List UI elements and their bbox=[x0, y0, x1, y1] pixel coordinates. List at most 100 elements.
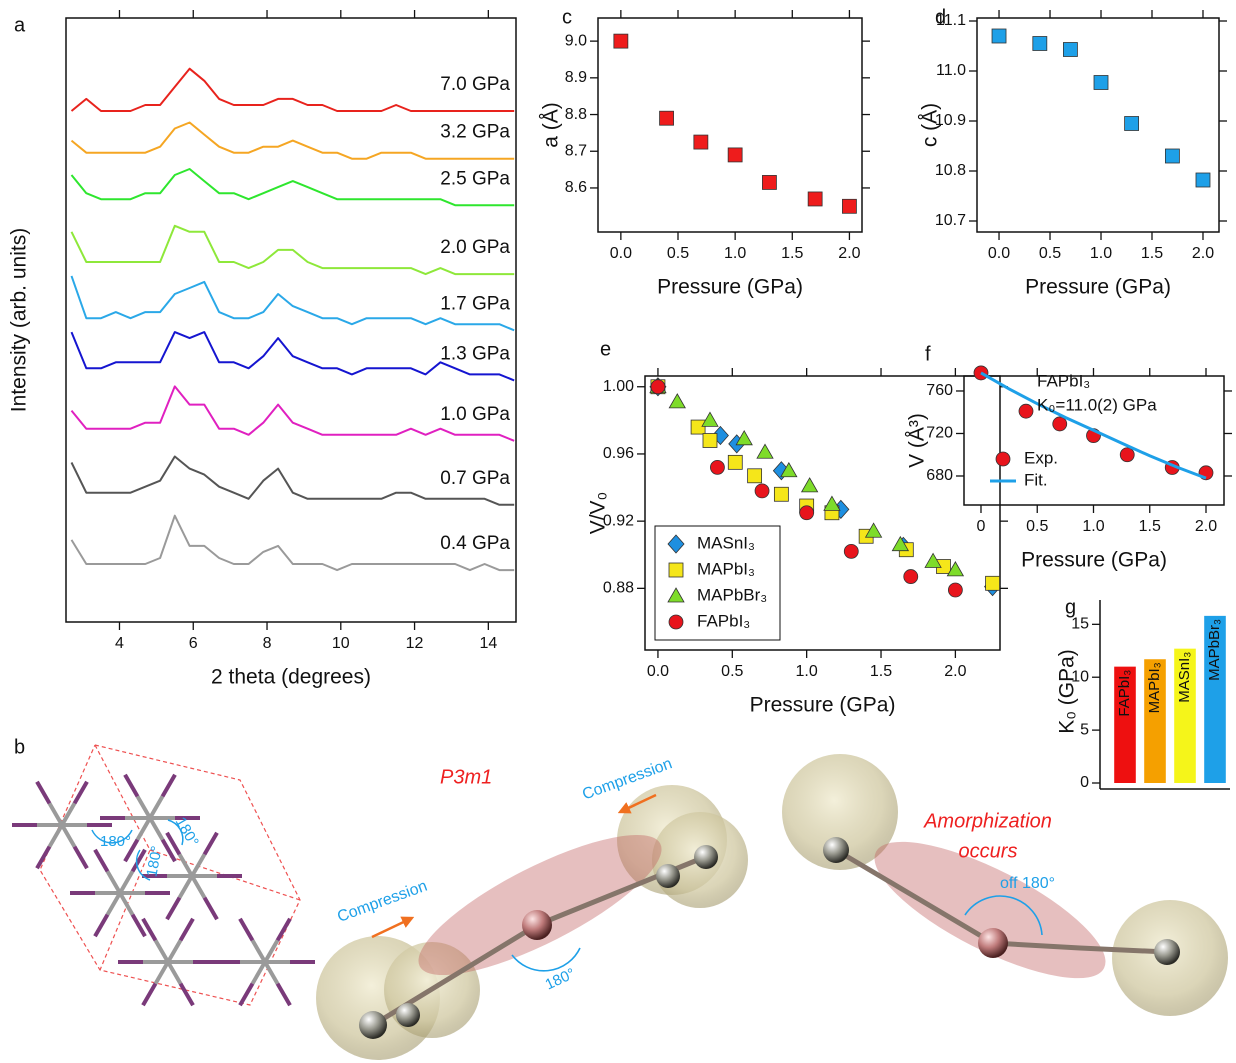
marker bbox=[1124, 116, 1140, 131]
y-tick-label: 10.8 bbox=[935, 162, 966, 179]
chart-panel: 0.0 0.5 1.0 1.5 2.0 0.88 0.92 0.96 1.00 Pressure … bbox=[587, 368, 1008, 717]
octahedron-bond bbox=[177, 874, 194, 899]
marker bbox=[735, 430, 753, 446]
series-label: 0.4 GPa bbox=[440, 533, 510, 554]
angle-arc bbox=[964, 895, 1043, 936]
y-tick-label: 9.0 bbox=[565, 32, 587, 49]
octahedron-bond bbox=[130, 848, 147, 873]
octahedron-bond bbox=[105, 891, 122, 916]
x-tick-label: 0.5 bbox=[721, 663, 743, 680]
cell-outline bbox=[39, 744, 301, 1006]
marker bbox=[991, 28, 1007, 44]
y-tick-label: 10.9 bbox=[935, 112, 966, 129]
octahedron-bond bbox=[35, 780, 52, 805]
y-tick-label: 10 bbox=[1071, 668, 1089, 685]
x-tick-label: 0.0 bbox=[610, 245, 632, 262]
marker bbox=[799, 505, 815, 521]
y-axis-label: Intensity (arb. units) bbox=[8, 228, 31, 412]
x-tick-label: 14 bbox=[479, 635, 497, 652]
y-axis-label: c (Å) bbox=[919, 103, 942, 147]
octahedron-bond bbox=[166, 960, 183, 985]
legend-label: FAPbI₃ bbox=[697, 611, 750, 630]
octahedron-bond bbox=[93, 913, 110, 938]
angle-arc bbox=[135, 849, 151, 881]
marker bbox=[693, 134, 709, 150]
bar bbox=[1204, 615, 1226, 783]
x-tick-label: 0.0 bbox=[647, 663, 669, 680]
legend-label: MAPbI₃ bbox=[697, 559, 755, 578]
y-axis-label: K₀ (GPa) bbox=[1056, 649, 1079, 734]
octahedron-bond bbox=[148, 816, 165, 841]
y-tick-label: 10.7 bbox=[935, 212, 966, 229]
panel-label: d bbox=[935, 6, 946, 28]
marker bbox=[1018, 403, 1034, 419]
marker bbox=[1164, 148, 1180, 164]
legend-label: MASnI₃ bbox=[697, 533, 755, 552]
fit-line bbox=[980, 371, 1207, 480]
y-tick-label: 5 bbox=[1080, 721, 1089, 738]
marker bbox=[891, 535, 910, 552]
marker bbox=[727, 454, 743, 470]
atom-shell bbox=[782, 754, 898, 870]
marker bbox=[650, 379, 666, 395]
spectrum-line bbox=[70, 168, 515, 207]
y-tick-label: 1.00 bbox=[603, 378, 634, 395]
plot-frame bbox=[65, 17, 517, 623]
marker bbox=[1032, 36, 1048, 51]
y-axis-label: V/V₀ bbox=[587, 492, 610, 535]
annotation: occurs bbox=[959, 840, 1018, 862]
x-tick-label: 0.5 bbox=[1026, 518, 1048, 535]
marker bbox=[807, 191, 823, 207]
marker bbox=[1063, 42, 1078, 57]
marker bbox=[947, 582, 963, 598]
octahedron-bond bbox=[238, 917, 255, 942]
panel-label: e bbox=[600, 338, 611, 360]
arrow bbox=[617, 793, 657, 814]
y-tick-label: 8.9 bbox=[565, 69, 587, 86]
space-group: P3m1 bbox=[440, 766, 492, 788]
series-label: 1.7 GPa bbox=[440, 293, 510, 314]
marker bbox=[710, 459, 725, 475]
marker bbox=[613, 33, 629, 49]
legend-label: Exp. bbox=[1024, 448, 1058, 467]
octahedron-bond bbox=[250, 939, 267, 964]
octahedron-bond bbox=[60, 802, 77, 827]
x-tick-label: 1.5 bbox=[1139, 518, 1161, 535]
angle-label: off 180° bbox=[1000, 875, 1055, 892]
marker bbox=[668, 393, 686, 409]
octahedron-bond bbox=[123, 838, 140, 863]
marker bbox=[659, 110, 674, 126]
plot-frame bbox=[976, 17, 1220, 233]
octahedron-bond bbox=[141, 982, 158, 1007]
octahedron-bond bbox=[35, 845, 52, 870]
octahedron-bond bbox=[275, 982, 292, 1007]
marker bbox=[747, 468, 763, 484]
x-tick-label: 1.5 bbox=[781, 245, 803, 262]
marker bbox=[727, 147, 743, 163]
octahedron-bond bbox=[72, 780, 89, 805]
octahedron-bond bbox=[135, 816, 152, 841]
plot-frame bbox=[644, 375, 1001, 651]
legend-swatch bbox=[667, 534, 685, 554]
angle-label: 180° bbox=[100, 833, 131, 850]
bond bbox=[834, 847, 1168, 955]
legend-label: MAPbBr₃ bbox=[697, 585, 767, 604]
octahedron-bond bbox=[160, 838, 177, 863]
octahedron-bond bbox=[160, 773, 177, 798]
series-label: 2.0 GPa bbox=[440, 237, 510, 258]
spectrum-line bbox=[70, 514, 515, 572]
octahedron-bond bbox=[202, 896, 219, 921]
marker bbox=[690, 419, 706, 435]
y-tick-label: 11.0 bbox=[936, 62, 966, 79]
x-tick-label: 0.0 bbox=[988, 245, 1010, 262]
x-tick-label: 1.5 bbox=[1141, 245, 1163, 262]
marker bbox=[823, 495, 841, 511]
x-tick-label: 0.5 bbox=[1039, 245, 1061, 262]
y-axis-label: V (Å³) bbox=[906, 413, 929, 468]
x-tick-label: 2.0 bbox=[838, 245, 860, 262]
atom bbox=[978, 928, 1008, 958]
marker bbox=[780, 461, 798, 478]
bar-label: FAPbI₃ bbox=[1116, 670, 1133, 717]
chart-panel: 0 0.5 1.0 1.5 2.0 680 720 760 Pressure (GPa) V (Å… bbox=[906, 365, 1232, 572]
